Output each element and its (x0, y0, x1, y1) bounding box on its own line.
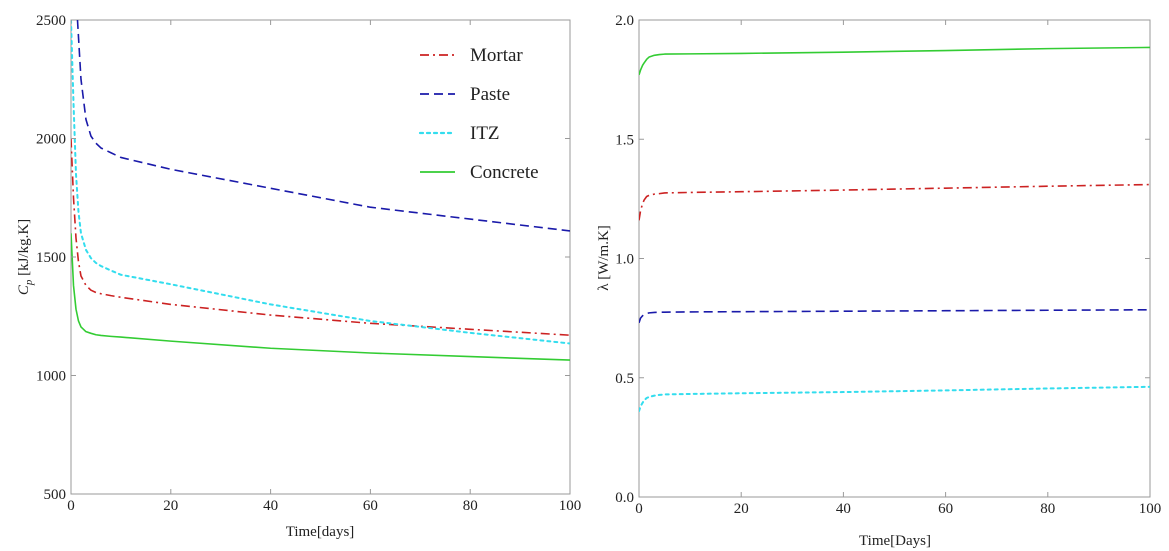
y-axis-label-cp: Cp [kJ/kg.K] (16, 219, 35, 295)
y-axis-label-main: C (16, 284, 32, 295)
x-tick-label: 0 (635, 501, 643, 517)
y-tick-label: 1500 (36, 250, 66, 266)
ticks-layer-cp: 0 20 40 60 80 100 500 1000 1500 2000 2500 (36, 13, 581, 514)
x-tick-label: 40 (836, 501, 851, 517)
ticks-layer-lambda: 0 20 40 60 80 100 0.0 0.5 1.0 1.5 2.0 (615, 13, 1161, 517)
series-line-concrete (71, 233, 570, 361)
x-tick-label: 0 (67, 498, 75, 514)
x-tick-label: 40 (263, 498, 278, 514)
y-tick-label: 2500 (36, 13, 66, 29)
series-line-series-3 (639, 385, 1150, 413)
legend-label-concrete: Concrete (470, 162, 539, 183)
y-tick-label: 2000 (36, 132, 66, 148)
x-tick-label: 100 (559, 498, 582, 514)
y-tick-label: 1.5 (615, 132, 634, 148)
y-axis-label-sub: p (23, 279, 35, 286)
series-layer-lambda (639, 46, 1150, 413)
series-line-paste (76, 20, 570, 232)
y-axis-label-lambda: λ [W/m.K] (596, 225, 612, 291)
y-tick-label: 1000 (36, 369, 66, 385)
y-tick-label: 1.0 (615, 252, 634, 268)
series-line-mortar (71, 138, 570, 337)
series-line-series-1 (639, 183, 1150, 221)
y-tick-label: 0.5 (615, 371, 634, 387)
x-tick-label: 100 (1139, 501, 1162, 517)
chart-cp: 0 20 40 60 80 100 500 1000 1500 2000 2500 Time[day… (16, 13, 581, 540)
legend: Mortar Paste ITZ Concrete (418, 45, 539, 183)
chart-lambda: 0 20 40 60 80 100 0.0 0.5 1.0 1.5 2.0 Time[Days] λ… (596, 13, 1161, 549)
legend-label-paste: Paste (470, 84, 510, 105)
x-axis-label-cp: Time[days] (286, 524, 355, 540)
y-axis-label-rest: [kJ/kg.K] (16, 219, 32, 280)
y-tick-label: 500 (44, 487, 67, 503)
x-tick-label: 60 (938, 501, 953, 517)
x-tick-label: 20 (163, 498, 178, 514)
series-line-series-0 (639, 46, 1150, 76)
series-layer-cp (71, 20, 570, 361)
series-line-series-2 (639, 308, 1150, 324)
x-axis-label-lambda: Time[Days] (859, 533, 931, 549)
x-tick-label: 20 (734, 501, 749, 517)
legend-label-mortar: Mortar (470, 45, 523, 66)
legend-label-itz: ITZ (470, 123, 500, 144)
y-tick-label: 0.0 (615, 490, 634, 506)
x-tick-label: 60 (363, 498, 378, 514)
plot-frame-lambda (638, 19, 1151, 498)
x-tick-label: 80 (1040, 501, 1055, 517)
x-tick-label: 80 (463, 498, 478, 514)
y-tick-label: 2.0 (615, 13, 634, 29)
series-line-itz (71, 20, 570, 345)
